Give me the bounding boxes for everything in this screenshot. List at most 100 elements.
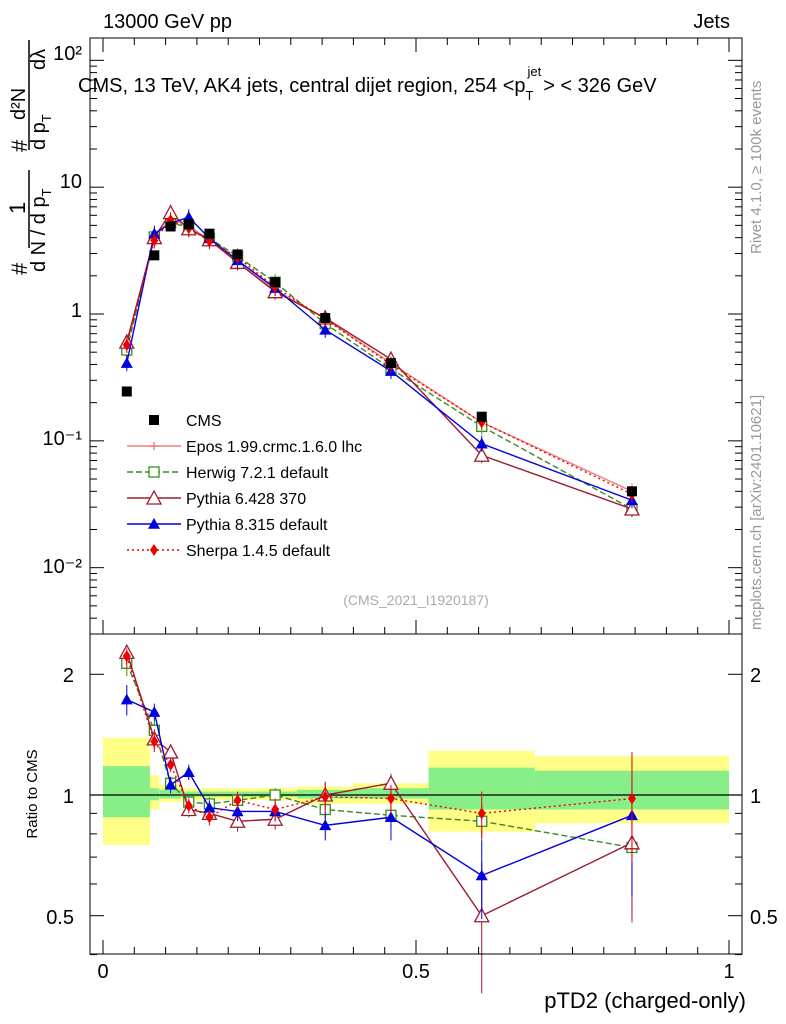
ratio-y-label: Ratio to CMS bbox=[24, 749, 41, 838]
y-tick-10: 10 bbox=[60, 171, 82, 193]
ratio-frame bbox=[89, 633, 743, 955]
x-axis-label: pTD2 (charged-only) bbox=[544, 988, 746, 1013]
legend-marker bbox=[148, 466, 160, 478]
energy-label: 13000 GeV pp bbox=[103, 11, 232, 33]
ratio-point bbox=[233, 794, 242, 807]
uncertainty-band-stat bbox=[149, 788, 160, 801]
svg-text:d N / d pT: d N / d pT bbox=[28, 188, 54, 272]
series-0 bbox=[122, 211, 636, 500]
ratio-point bbox=[122, 650, 131, 663]
plot-title: CMS, 13 TeV, AK4 jets, central dijet reg… bbox=[78, 64, 657, 103]
series-3 bbox=[120, 209, 638, 509]
data-point bbox=[270, 277, 281, 288]
data-point bbox=[320, 313, 331, 324]
data-point bbox=[232, 249, 243, 260]
data-point bbox=[120, 357, 133, 368]
ratio-series-3 bbox=[122, 648, 636, 863]
series-line bbox=[126, 216, 633, 501]
data-point bbox=[183, 219, 194, 230]
uncertainty-band-stat bbox=[159, 789, 182, 799]
y-tick-100: 10² bbox=[53, 43, 82, 65]
x-tick-0: 0 bbox=[97, 961, 108, 983]
svg-text:d pT: d pT bbox=[28, 114, 54, 150]
mcplots-label: mcplots.cern.ch [arXiv:2401.10621] bbox=[748, 395, 765, 630]
jets-label: Jets bbox=[693, 11, 730, 33]
y-tick-1: 1 bbox=[71, 300, 82, 322]
legend-label-pythia6: Pythia 6.428 370 bbox=[186, 491, 306, 508]
ratio-point bbox=[231, 805, 244, 817]
svg-text:dλ: dλ bbox=[28, 49, 50, 70]
svg-text:#: # bbox=[7, 262, 32, 275]
ratio-point bbox=[384, 811, 397, 823]
ratio-point bbox=[148, 706, 161, 717]
main-axis-ticks bbox=[90, 59, 742, 635]
ratio-tick-1-right: 1 bbox=[750, 786, 761, 808]
y-tick-0.01: 10⁻² bbox=[43, 556, 83, 578]
data-point bbox=[165, 221, 176, 232]
ratio-point bbox=[475, 869, 488, 881]
ratio-point bbox=[477, 807, 486, 820]
ratio-point bbox=[166, 758, 175, 771]
legend-marker bbox=[145, 489, 163, 505]
series-4 bbox=[122, 212, 636, 503]
ratio-point bbox=[271, 803, 280, 816]
legend: CMS Epos 1.99.crmc.1.6.0 lhc Herwig 7.2.… bbox=[127, 413, 362, 560]
data-point bbox=[476, 411, 487, 422]
ratio-point bbox=[182, 766, 195, 777]
data-point bbox=[623, 500, 641, 516]
main-panel bbox=[90, 59, 742, 635]
ratio-point bbox=[205, 811, 214, 824]
ratio-point bbox=[321, 790, 330, 803]
ratio-tick-2-left: 2 bbox=[63, 665, 74, 687]
series-cms bbox=[121, 219, 637, 497]
ratio-point bbox=[150, 735, 159, 748]
data-point bbox=[204, 228, 215, 239]
x-tick-0.5: 0.5 bbox=[402, 961, 430, 983]
ratio-point bbox=[269, 789, 281, 801]
legend-marker bbox=[150, 442, 158, 450]
y-axis-label: # 1 d N / d pT # d²N d pT dλ bbox=[5, 40, 54, 275]
ratio-tick-1-left: 1 bbox=[63, 786, 74, 808]
ratio-point bbox=[162, 743, 179, 759]
x-tick-1: 1 bbox=[723, 961, 734, 983]
data-point bbox=[122, 338, 131, 351]
ratio-point bbox=[627, 792, 636, 805]
ratio-point bbox=[386, 792, 395, 805]
legend-label-epos: Epos 1.99.crmc.1.6.0 lhc bbox=[186, 439, 362, 456]
svg-text:1: 1 bbox=[5, 202, 30, 214]
data-point bbox=[473, 446, 490, 462]
legend-label-pythia8: Pythia 8.315 default bbox=[186, 517, 328, 534]
data-point bbox=[319, 323, 332, 335]
ratio-point bbox=[120, 693, 133, 705]
svg-text:#: # bbox=[7, 139, 32, 152]
ratio-point bbox=[319, 819, 332, 831]
ratio-tick-0.5-left: 0.5 bbox=[46, 907, 74, 929]
data-point bbox=[626, 486, 637, 497]
ratio-tick-2-right: 2 bbox=[750, 665, 761, 687]
legend-label-herwig: Herwig 7.2.1 default bbox=[186, 465, 329, 482]
ratio-line bbox=[126, 655, 633, 819]
legend-marker bbox=[148, 518, 160, 529]
uncertainty-band-stat bbox=[196, 791, 222, 797]
data-point bbox=[149, 250, 160, 261]
rivet-version-label: Rivet 4.1.0, ≥ 100k events bbox=[748, 81, 765, 254]
legend-label-sherpa: Sherpa 1.4.5 default bbox=[186, 543, 331, 560]
x-axis-ticks bbox=[102, 38, 730, 954]
legend-label-cms: CMS bbox=[186, 413, 222, 430]
y-tick-0.1: 10⁻¹ bbox=[43, 428, 83, 450]
svg-text:d²N: d²N bbox=[8, 88, 30, 120]
ratio-panel bbox=[90, 38, 742, 994]
legend-marker bbox=[150, 544, 158, 556]
analysis-id: (CMS_2021_I1920187) bbox=[343, 592, 489, 608]
ratio-axis-ticks bbox=[90, 673, 742, 956]
data-point bbox=[475, 437, 488, 449]
uncertainty-band-stat bbox=[103, 766, 150, 818]
ratio-point bbox=[203, 801, 216, 813]
data-point bbox=[385, 358, 396, 369]
data-point bbox=[150, 234, 159, 247]
uncertainty-band-stat bbox=[181, 791, 197, 797]
legend-marker bbox=[149, 415, 159, 425]
ratio-tick-0.5-right: 0.5 bbox=[750, 907, 778, 929]
y-tick-labels: 10² 10 1 10⁻¹ 10⁻² bbox=[43, 43, 83, 578]
